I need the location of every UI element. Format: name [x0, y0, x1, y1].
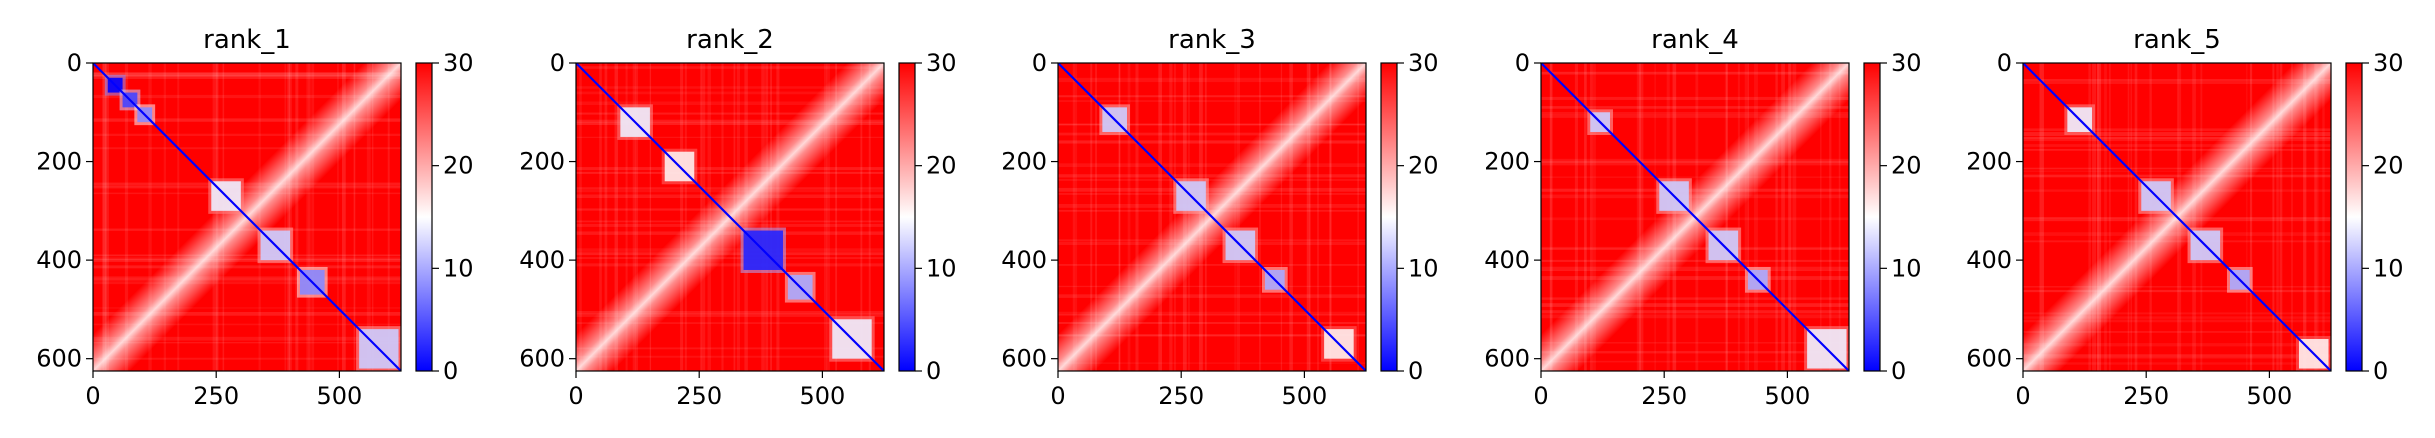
x-tick-label: 250 [2123, 382, 2169, 410]
y-tick-label: 200 [36, 148, 82, 176]
colorbar-tick-label: 10 [1408, 254, 1439, 282]
diagonal-line [576, 63, 884, 371]
plot-frame [1540, 62, 1850, 372]
heatmap-image [1541, 63, 1849, 371]
plot-frame [1057, 62, 1367, 372]
colorbar [1380, 62, 1398, 372]
colorbar-tick-label: 30 [443, 49, 474, 77]
heatmap-image [1058, 63, 1366, 371]
colorbar-tick-label: 20 [2373, 152, 2404, 180]
y-tick-label: 400 [1001, 246, 1047, 274]
y-tick-label: 200 [1484, 148, 1530, 176]
colorbar-tick-label: 10 [1891, 254, 1922, 282]
colorbar-tick-label: 20 [1891, 152, 1922, 180]
panel-title: rank_2 [686, 25, 774, 55]
diagonal-line [2023, 63, 2331, 371]
y-tick-label: 400 [1484, 246, 1530, 274]
y-tick-label: 400 [519, 246, 565, 274]
x-tick-label: 500 [1281, 382, 1327, 410]
colorbar-tick-label: 30 [926, 49, 957, 77]
colorbar [898, 62, 916, 372]
x-tick-label: 0 [2015, 382, 2030, 410]
colorbar-tick-label: 0 [926, 357, 941, 385]
y-tick-label: 600 [1001, 345, 1047, 373]
y-tick-label: 0 [67, 49, 82, 77]
colorbar-tick-label: 20 [443, 152, 474, 180]
x-tick-label: 500 [316, 382, 362, 410]
x-tick-label: 500 [2246, 382, 2292, 410]
colorbar-tick-label: 30 [1891, 49, 1922, 77]
y-tick-label: 200 [1001, 148, 1047, 176]
diagonal-line [1541, 63, 1849, 371]
y-tick-label: 200 [519, 148, 565, 176]
colorbar-tick-label: 0 [443, 357, 458, 385]
x-tick-label: 0 [85, 382, 100, 410]
y-tick-label: 600 [519, 345, 565, 373]
colorbar [2345, 62, 2363, 372]
diagonal-line [1058, 63, 1366, 371]
colorbar-tick-label: 0 [1408, 357, 1423, 385]
colorbar [1863, 62, 1881, 372]
y-tick-label: 600 [1966, 345, 2012, 373]
panel-title: rank_4 [1651, 25, 1739, 55]
colorbar [415, 62, 433, 372]
plot-frame [575, 62, 885, 372]
y-tick-label: 600 [36, 345, 82, 373]
plot-frame [2022, 62, 2332, 372]
heatmap-image [93, 63, 401, 371]
y-tick-label: 400 [36, 246, 82, 274]
panel-title: rank_5 [2133, 25, 2221, 55]
y-tick-label: 0 [1515, 49, 1530, 77]
colorbar-tick-label: 0 [2373, 357, 2388, 385]
x-tick-label: 0 [568, 382, 583, 410]
heatmap-image [2023, 63, 2331, 371]
heatmap-image [576, 63, 884, 371]
y-tick-label: 0 [1997, 49, 2012, 77]
x-tick-label: 250 [1158, 382, 1204, 410]
panel-title: rank_1 [203, 25, 291, 55]
colorbar-tick-label: 20 [926, 152, 957, 180]
panel-title: rank_3 [1168, 25, 1256, 55]
x-tick-label: 250 [676, 382, 722, 410]
colorbar-tick-label: 10 [443, 254, 474, 282]
y-tick-label: 0 [1032, 49, 1047, 77]
y-tick-label: 0 [550, 49, 565, 77]
colorbar-tick-label: 0 [1891, 357, 1906, 385]
colorbar-tick-label: 10 [2373, 254, 2404, 282]
y-tick-label: 600 [1484, 345, 1530, 373]
diagonal-line [93, 63, 401, 371]
plot-frame [92, 62, 402, 372]
colorbar-tick-label: 20 [1408, 152, 1439, 180]
x-tick-label: 250 [193, 382, 239, 410]
x-tick-label: 500 [799, 382, 845, 410]
y-tick-label: 400 [1966, 246, 2012, 274]
colorbar-tick-label: 30 [2373, 49, 2404, 77]
x-tick-label: 250 [1641, 382, 1687, 410]
y-tick-label: 200 [1966, 148, 2012, 176]
x-tick-label: 500 [1764, 382, 1810, 410]
colorbar-tick-label: 10 [926, 254, 957, 282]
x-tick-label: 0 [1050, 382, 1065, 410]
x-tick-label: 0 [1533, 382, 1548, 410]
colorbar-tick-label: 30 [1408, 49, 1439, 77]
